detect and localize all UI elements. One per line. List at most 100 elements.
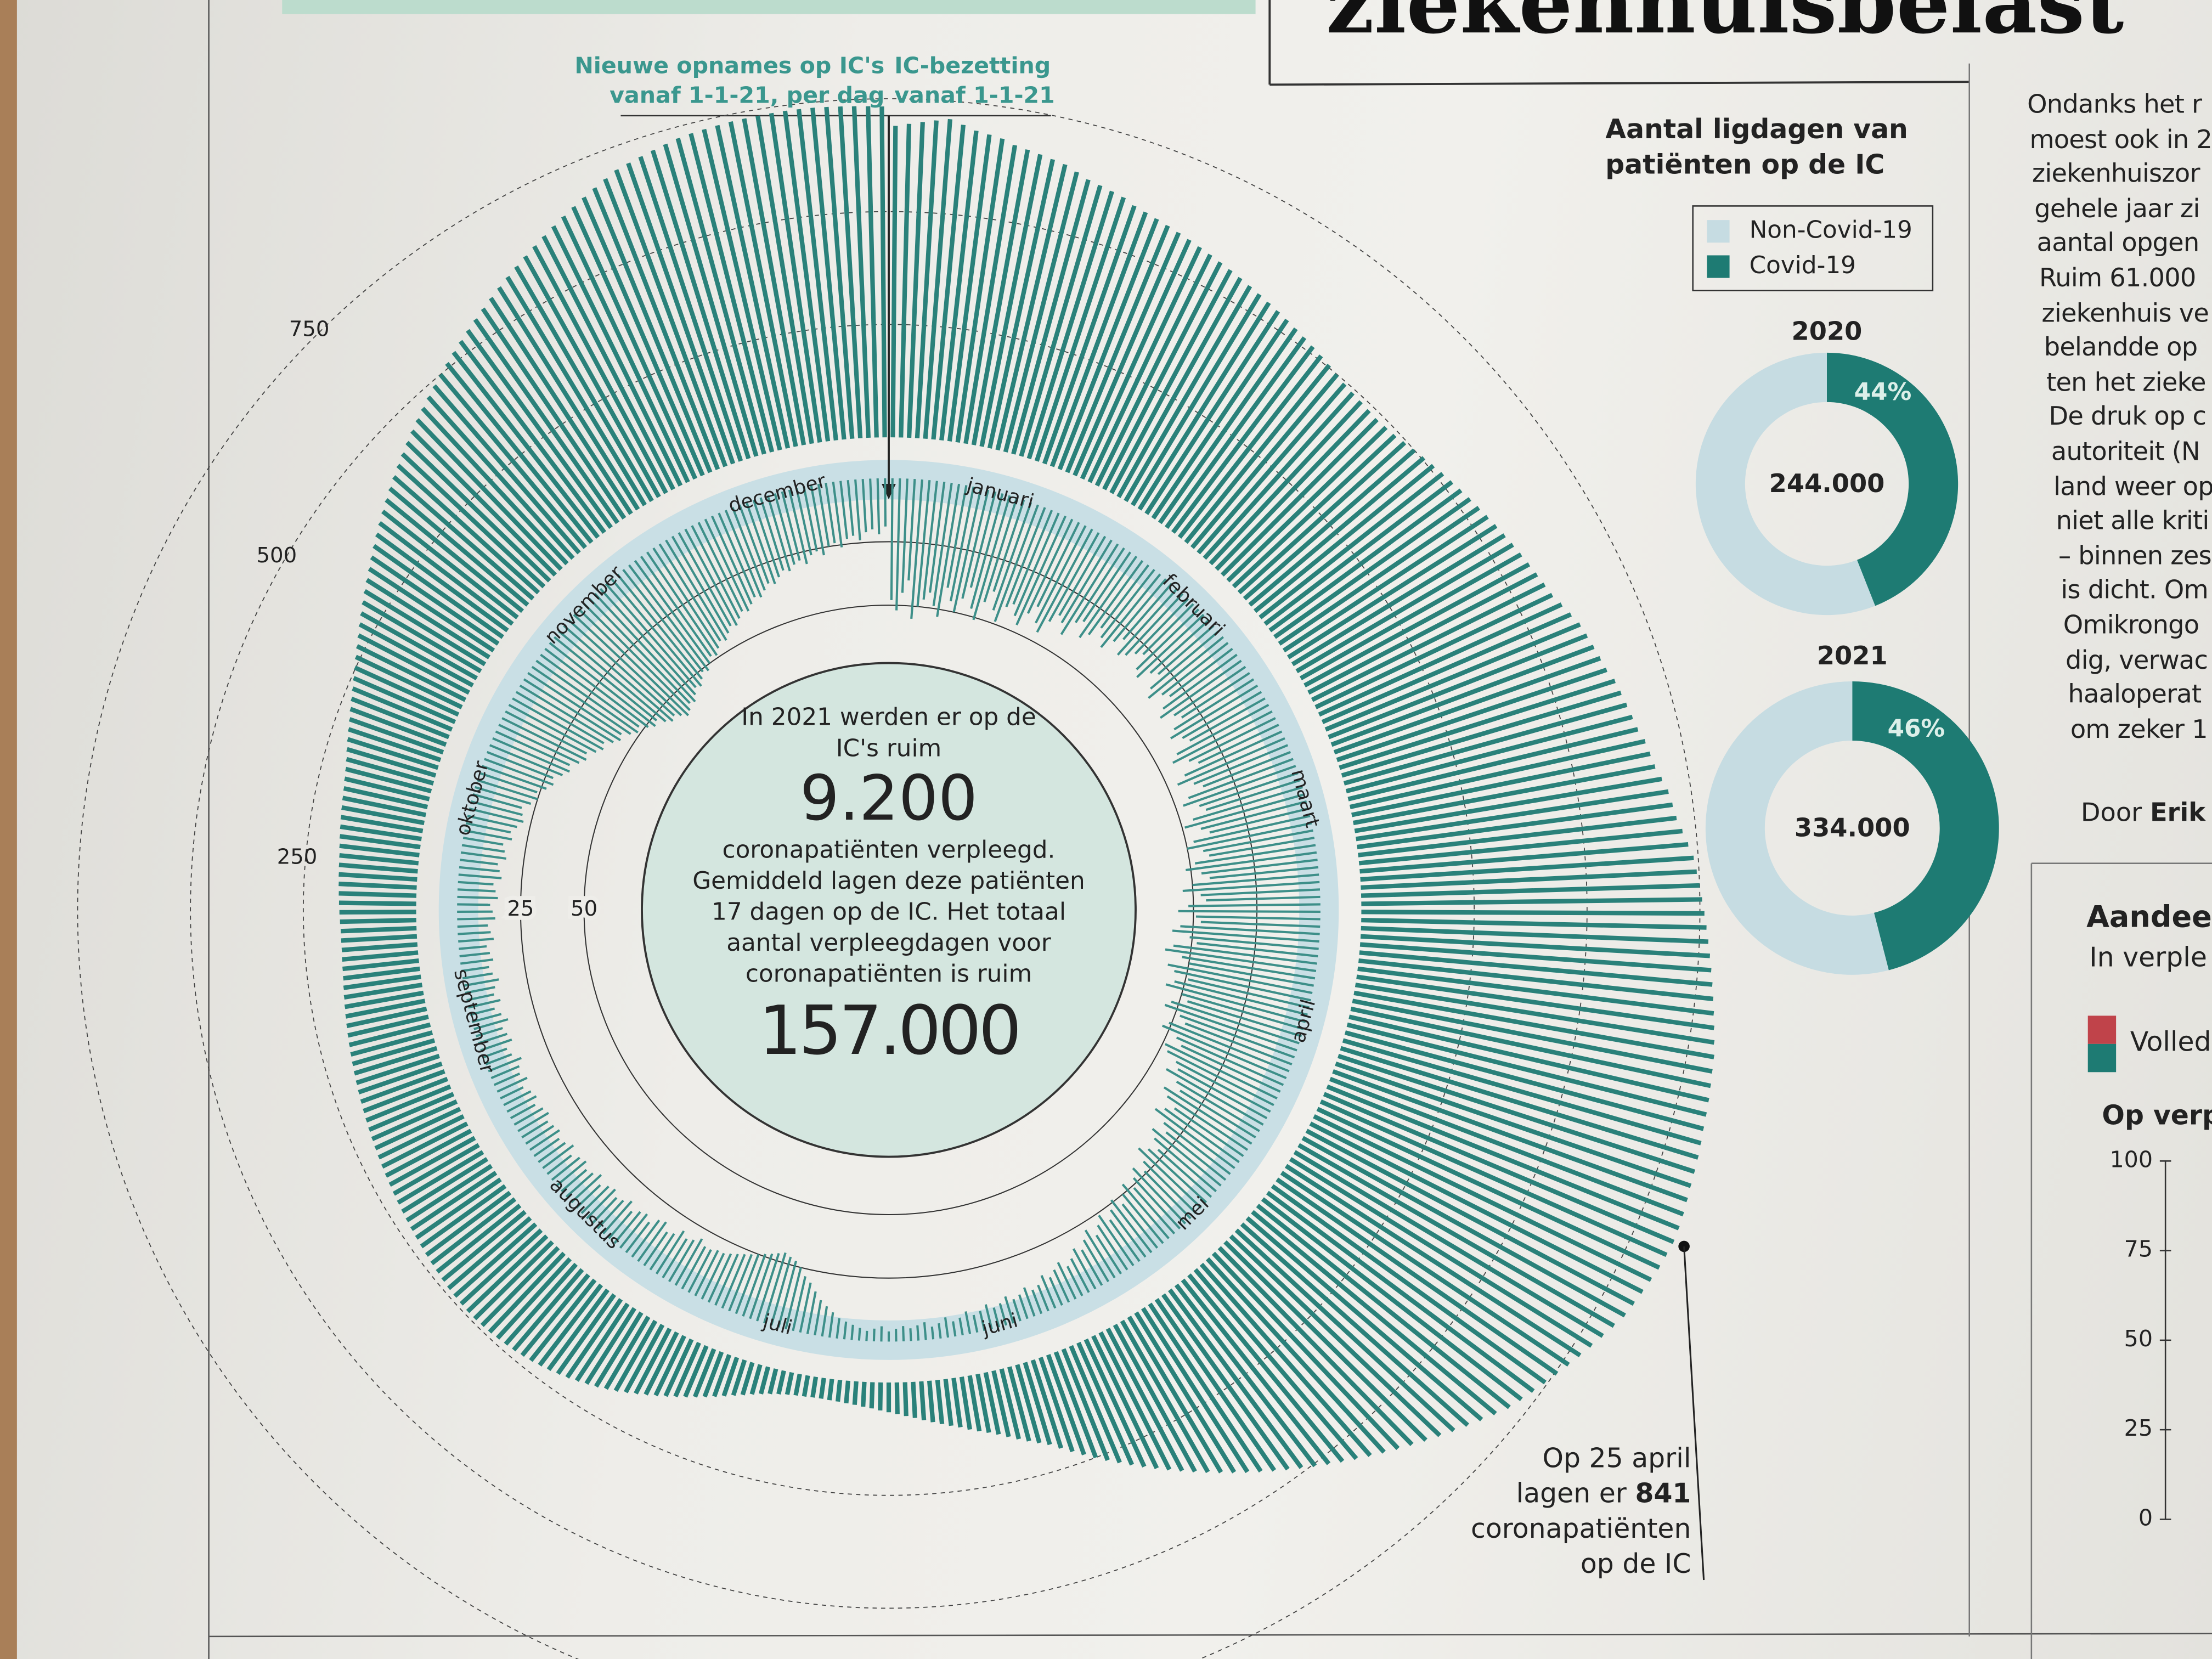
admission-bar <box>459 866 500 873</box>
occupancy-bar <box>1168 1288 1304 1469</box>
occupancy-bar <box>1023 1362 1052 1446</box>
occupancy-bar <box>405 1164 493 1222</box>
admission-bar <box>850 1324 854 1340</box>
admission-bar <box>573 613 682 716</box>
admission-bar <box>608 1210 633 1239</box>
occupancy-bar <box>1151 318 1289 520</box>
admission-bar <box>946 485 968 588</box>
occupancy-bar <box>1353 990 1714 1059</box>
admission-bar <box>895 478 901 611</box>
occupancy-bar <box>927 1380 935 1423</box>
occupancy-bar <box>742 118 806 445</box>
occupancy-bar <box>489 297 633 515</box>
center-text: In 2021 werden er op de IC's ruim 9.200 … <box>642 703 1136 1073</box>
admission-bar <box>752 499 780 578</box>
occupancy-bar <box>1358 828 1683 866</box>
admission-bar <box>457 917 495 921</box>
occupancy-bar <box>541 235 675 490</box>
occupancy-bar <box>343 786 428 810</box>
occupancy-bar <box>532 245 668 494</box>
occupancy-bar <box>514 265 654 503</box>
occupancy-bar <box>338 881 417 890</box>
occupancy-bar <box>342 950 419 962</box>
admission-bar <box>631 1219 661 1258</box>
occupancy-bar <box>769 112 822 443</box>
admission-bar <box>1186 851 1317 871</box>
occupancy-bar <box>861 1381 867 1407</box>
occupancy-bar <box>1351 751 1651 817</box>
occupancy-bar <box>349 707 447 747</box>
occupancy-bar <box>1339 679 1616 770</box>
byline: Door Erik <box>2081 798 2205 828</box>
admission-bar <box>1187 822 1312 850</box>
admission-bar <box>847 480 855 536</box>
admission-bar <box>944 1317 950 1338</box>
admission-bar <box>876 478 881 534</box>
occupancy-bar <box>1349 738 1646 810</box>
occupancy-bar <box>626 162 736 465</box>
occupancy-bar <box>785 1372 794 1395</box>
admission-bar <box>1171 1000 1300 1045</box>
admission-bar <box>591 1197 618 1224</box>
occupancy-bar <box>410 429 557 577</box>
occupancy-bar <box>836 1379 843 1402</box>
occupancy-bar <box>1305 1128 1635 1306</box>
occupancy-bar <box>1193 1268 1358 1460</box>
admission-bar <box>523 678 622 742</box>
occupancy-bar <box>571 206 698 480</box>
occupancy-bar <box>1299 552 1522 681</box>
occupancy-bar <box>1357 802 1673 850</box>
admission-bar <box>1189 936 1319 950</box>
admission-bar <box>489 744 563 776</box>
admission-bar <box>501 717 587 761</box>
occupancy-bar <box>1361 897 1702 906</box>
admission-bar <box>1177 1068 1268 1120</box>
occupancy-bar <box>1011 179 1091 455</box>
occupancy-bar <box>1321 612 1572 724</box>
admission-bar <box>1121 1203 1159 1249</box>
admission-bar <box>817 483 830 547</box>
admission-bar <box>482 1047 507 1059</box>
occupancy-bar <box>603 178 720 470</box>
occupancy-bar <box>987 159 1056 449</box>
occupancy-bar <box>819 1378 826 1399</box>
occupancy-bar <box>1109 269 1233 494</box>
series-label: IC-bezetting vanaf 1-1-21 <box>894 52 1055 109</box>
admission-bar <box>556 1160 587 1187</box>
admission-bar <box>1209 837 1315 857</box>
admission-bar <box>594 592 696 703</box>
occupancy-bar <box>1199 1262 1372 1457</box>
occupancy-bar <box>396 464 540 595</box>
admission-bar <box>861 479 867 533</box>
body-text: om zeker 1 <box>2070 715 2208 745</box>
admission-bar <box>1154 1108 1235 1169</box>
occupancy-bar <box>356 644 467 702</box>
occupancy-bar <box>1319 1099 1668 1257</box>
admission-bar <box>1187 1000 1302 1037</box>
occupancy-bar <box>1282 515 1489 653</box>
admission-bar <box>1023 1287 1036 1317</box>
value-label: 46% <box>1888 715 1945 743</box>
admission-bar <box>909 1328 912 1341</box>
occupancy-bar <box>374 1107 461 1150</box>
occupancy-bar <box>584 1307 637 1385</box>
occupancy-bar <box>1229 1234 1442 1437</box>
occupancy-bar <box>1326 1084 1680 1231</box>
occupancy-bar <box>1342 1038 1702 1146</box>
occupancy-bar <box>624 1323 665 1393</box>
occupancy-bar <box>338 900 416 906</box>
body-text: moest ook in 2 <box>2029 125 2212 155</box>
occupancy-bar <box>348 717 444 755</box>
body-text: ten het zieke <box>2046 368 2206 398</box>
occupancy-bar <box>341 805 425 826</box>
donut-year: 2021 <box>1816 642 1888 672</box>
occupancy-bar <box>935 1379 945 1425</box>
admission-bar <box>549 642 656 727</box>
admission-bar <box>662 1238 688 1279</box>
occupancy-bar <box>358 1061 443 1094</box>
occupancy-bar <box>378 521 514 626</box>
admission-bar <box>1018 1294 1029 1319</box>
occupancy-bar <box>1361 917 1707 930</box>
occupancy-bar <box>421 407 569 566</box>
occupancy-bar <box>1094 253 1212 487</box>
